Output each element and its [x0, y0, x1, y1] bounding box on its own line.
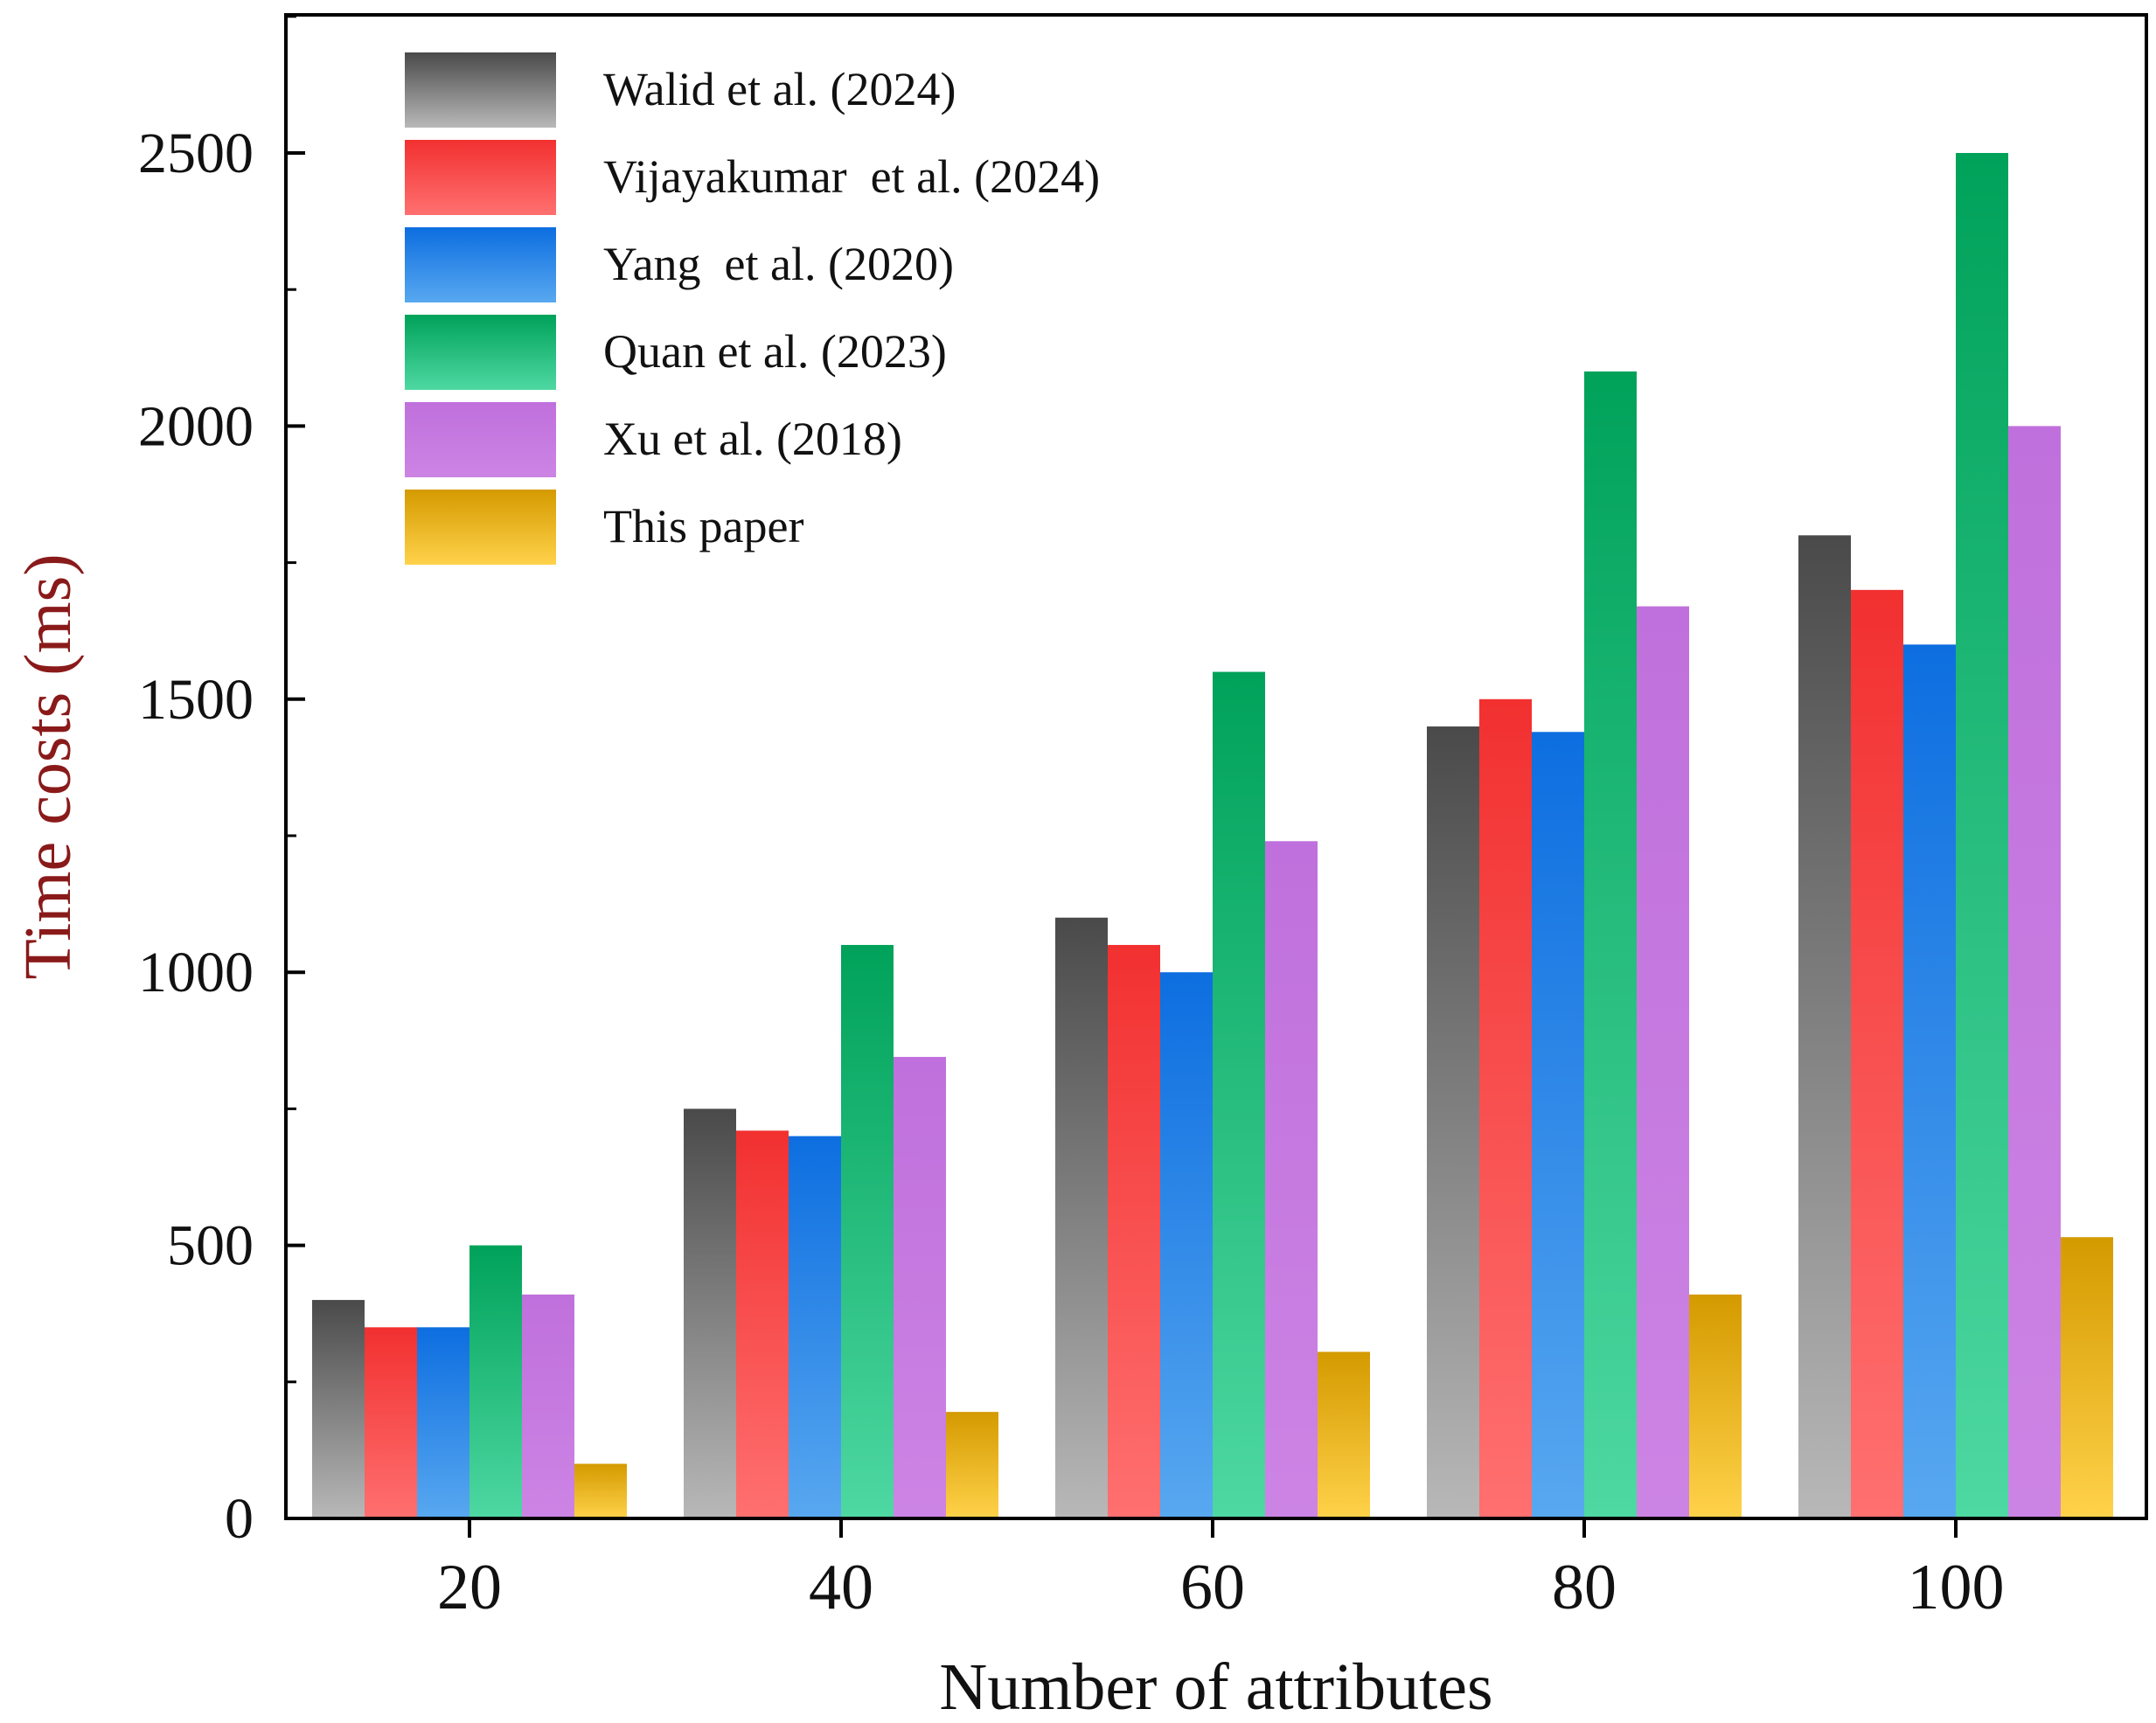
bar-60-series-6	[1318, 1351, 1370, 1518]
legend-label: Yang et al. (2020)	[603, 238, 954, 290]
bar-60-series-2	[1108, 944, 1160, 1518]
legend-label: Xu et al. (2018)	[603, 413, 902, 465]
bar-60-series-1	[1055, 917, 1108, 1518]
plot-frame	[284, 13, 2148, 1520]
bar-20-series-1	[312, 1300, 365, 1518]
bar-80-series-6	[1689, 1294, 1742, 1518]
legend-swatch	[405, 490, 556, 565]
x-axis: 20 40 60 80 100	[437, 1518, 2005, 1623]
legend-swatch	[405, 402, 556, 477]
legend-swatch	[405, 227, 556, 302]
bar-60-series-3	[1160, 972, 1213, 1518]
bar-80-series-1	[1427, 726, 1479, 1518]
legend: Walid et al. (2024) Vijayakumar et al. (2…	[405, 52, 1100, 565]
bar-80-series-2	[1479, 698, 1532, 1518]
bar-100-series-2	[1851, 589, 1903, 1518]
x-axis-title: Number of attributes	[939, 1650, 1492, 1723]
x-tick-label: 80	[1552, 1552, 1617, 1623]
x-tick-label: 20	[437, 1552, 502, 1623]
bar-60-series-4	[1213, 671, 1265, 1518]
y-tick-label: 500	[167, 1214, 254, 1278]
bar-20-series-3	[417, 1327, 469, 1518]
bar-100-series-6	[2061, 1237, 2113, 1518]
y-tick-label: 2500	[138, 122, 254, 185]
bar-80-series-3	[1532, 732, 1584, 1518]
bar-40-series-6	[946, 1412, 998, 1518]
bar-60-series-5	[1265, 841, 1318, 1518]
bar-20-series-5	[522, 1294, 574, 1518]
bar-80-series-4	[1584, 371, 1637, 1518]
legend-label: Vijayakumar et al. (2024)	[603, 150, 1100, 203]
y-tick-label: 1000	[138, 941, 254, 1004]
bar-40-series-1	[684, 1108, 736, 1518]
bar-40-series-5	[894, 1057, 946, 1518]
y-tick-label: 1500	[138, 668, 254, 732]
legend-swatch	[405, 315, 556, 390]
bar-100-series-4	[1956, 153, 2008, 1518]
bar-100-series-1	[1798, 535, 1851, 1518]
y-tick-label: 2000	[138, 394, 254, 458]
y-tick-label: 0	[225, 1487, 254, 1551]
bar-20-series-4	[469, 1245, 522, 1518]
legend-label: Walid et al. (2024)	[603, 63, 956, 115]
bar-40-series-3	[789, 1136, 841, 1518]
bars-layer	[312, 153, 2113, 1518]
legend-label: Quan et al. (2023)	[603, 325, 947, 378]
legend-label: This paper	[603, 500, 803, 552]
bar-40-series-4	[841, 944, 894, 1518]
x-tick-label: 40	[809, 1552, 873, 1623]
legend-swatch	[405, 52, 556, 128]
y-axis-title: Time costs (ms)	[11, 553, 85, 979]
legend-swatch	[405, 140, 556, 215]
bar-20-series-2	[365, 1327, 417, 1518]
x-tick-label: 100	[1908, 1552, 2005, 1623]
bar-40-series-2	[736, 1130, 789, 1518]
bar-20-series-6	[574, 1463, 627, 1518]
x-tick-label: 60	[1180, 1552, 1245, 1623]
y-axis: 0 500 1000 1500 2000 2500	[138, 15, 305, 1551]
bar-100-series-3	[1903, 644, 1956, 1518]
bar-100-series-5	[2008, 426, 2061, 1518]
bar-80-series-5	[1637, 606, 1689, 1518]
